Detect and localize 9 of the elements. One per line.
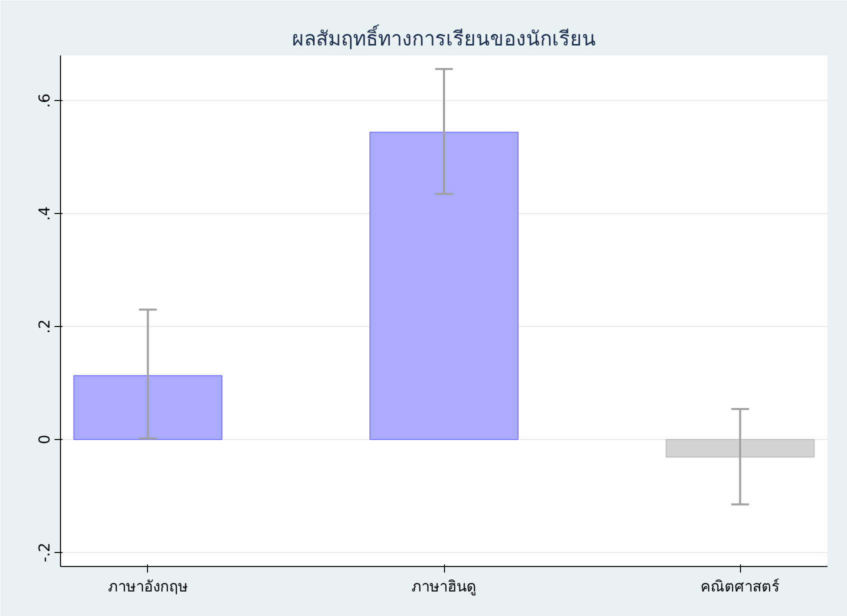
x-tick-label: ภาษาฮินดู	[412, 578, 476, 596]
y-tick-label: .4	[36, 206, 54, 221]
y-tick-label: 0	[36, 434, 54, 444]
chart-title: ผลสัมฤทธิ์ทางการเรียนของนักเรียน	[292, 24, 596, 50]
x-tick-label: คณิตศาสตร์	[700, 578, 780, 596]
y-tick-label: .2	[36, 319, 54, 334]
y-tick-label: -.2	[36, 542, 54, 562]
x-tick-label: ภาษาอังกฤษ	[108, 578, 188, 596]
y-tick-label: .6	[36, 94, 54, 108]
